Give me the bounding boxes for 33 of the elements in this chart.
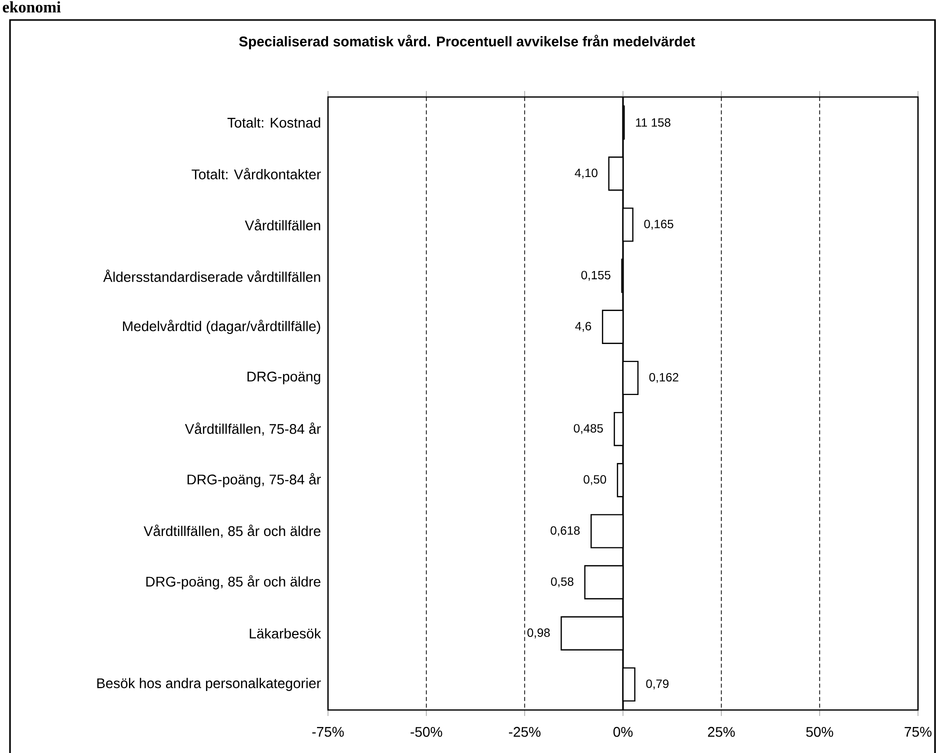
text: ekonomi: [2, 1, 61, 13]
annotation: 11 158: [636, 118, 670, 127]
x-tick-label: -75%: [312, 726, 344, 737]
x-tick-label: -25%: [508, 726, 540, 737]
y-tick-label: DRG-poäng: [248, 372, 320, 384]
y-tick-label: Totalt: Kostnad: [227, 117, 320, 128]
annotation: 4,10: [574, 168, 598, 179]
annotation: 0,50: [584, 475, 606, 486]
y-tick-label: DRG-poäng, 85 år och äldre: [146, 575, 320, 590]
annotation: 0,155: [581, 270, 610, 281]
x-tick-label: 75%: [904, 726, 932, 737]
x-tick-label: 50%: [806, 726, 834, 737]
y-tick-label: Åldersstandardiserade vårdtillfällen: [103, 270, 320, 282]
y-tick-label: DRG-poäng, 75-84 år: [188, 473, 321, 488]
annotation: 0,58: [551, 577, 574, 588]
annotation: 4,6: [575, 322, 592, 332]
y-tick-label: Besök hos andra personalkategorier: [97, 678, 321, 691]
annotation: 0,79: [646, 679, 669, 690]
y-tick-label: Vårdtillfällen, 75-84 år: [184, 422, 321, 436]
y-tick-label: Läkarbesök: [250, 628, 322, 639]
y-tick-label: Vårdtillfällen: [244, 219, 320, 230]
annotation: 0,618: [550, 526, 580, 536]
y-tick-label: Vårdtillfällen, 85 år och äldre: [144, 524, 320, 538]
y-tick-label: Totalt: Vårdkontakter: [192, 168, 321, 180]
y-tick-label: Medelvårdtid (dagar/vårdtillfälle): [123, 320, 320, 334]
annotation: 0,162: [649, 372, 678, 383]
x-tick-label: 0%: [613, 726, 633, 737]
x-tick-label: 25%: [708, 726, 735, 737]
chart-title: Specialiserad somatisk vård. Procentuell avvikelse från medelvärdet: [239, 34, 696, 50]
annotation: 0,98: [527, 628, 550, 638]
x-tick-label: -50%: [410, 726, 442, 737]
annotation: 0,485: [574, 424, 603, 434]
annotation: 0,165: [644, 220, 674, 230]
